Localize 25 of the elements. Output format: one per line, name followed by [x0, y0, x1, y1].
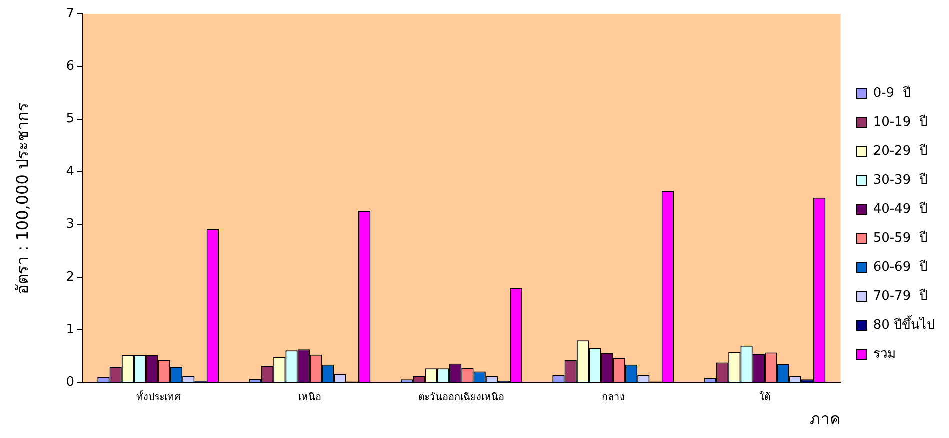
y-tick-label: 2	[66, 270, 74, 285]
legend-label: 70-79 ปี	[873, 288, 928, 304]
x-tick-label: ใต้	[759, 391, 770, 404]
legend-label: รวม	[873, 346, 896, 362]
x-tick-label: กลาง	[602, 392, 625, 404]
legend-label: 10-19 ปี	[873, 114, 928, 130]
legend-label: 30-39 ปี	[873, 172, 928, 188]
x-tick-label: เหนือ	[298, 391, 322, 404]
y-tick-label: 6	[66, 59, 74, 74]
legend-label: 80 ปีขึ้นไป	[873, 314, 936, 333]
legend-label: 20-29 ปี	[873, 142, 928, 159]
legend-label: 0-9 ปี	[873, 84, 911, 101]
legend-label: 60-69 ปี	[873, 258, 928, 275]
y-tick-label: 3	[66, 217, 74, 232]
x-tick-label: ตะวันออกเฉียงเหนือ	[418, 391, 505, 404]
y-tick-label: 7	[66, 6, 74, 22]
y-tick-label: 0	[66, 375, 74, 390]
legend-label: 50-59 ปี	[873, 230, 928, 246]
x-axis-title: ภาค	[810, 410, 841, 429]
y-tick-label: 5	[66, 112, 74, 127]
x-tick-label: ทั้งประเทศ	[136, 389, 182, 404]
y-axis-title: อัตรา : 100,000 ประชากร	[12, 102, 32, 294]
y-tick-label: 4	[66, 164, 74, 180]
y-tick-label: 1	[66, 322, 74, 338]
legend-label: 40-49 ปี	[873, 200, 928, 217]
